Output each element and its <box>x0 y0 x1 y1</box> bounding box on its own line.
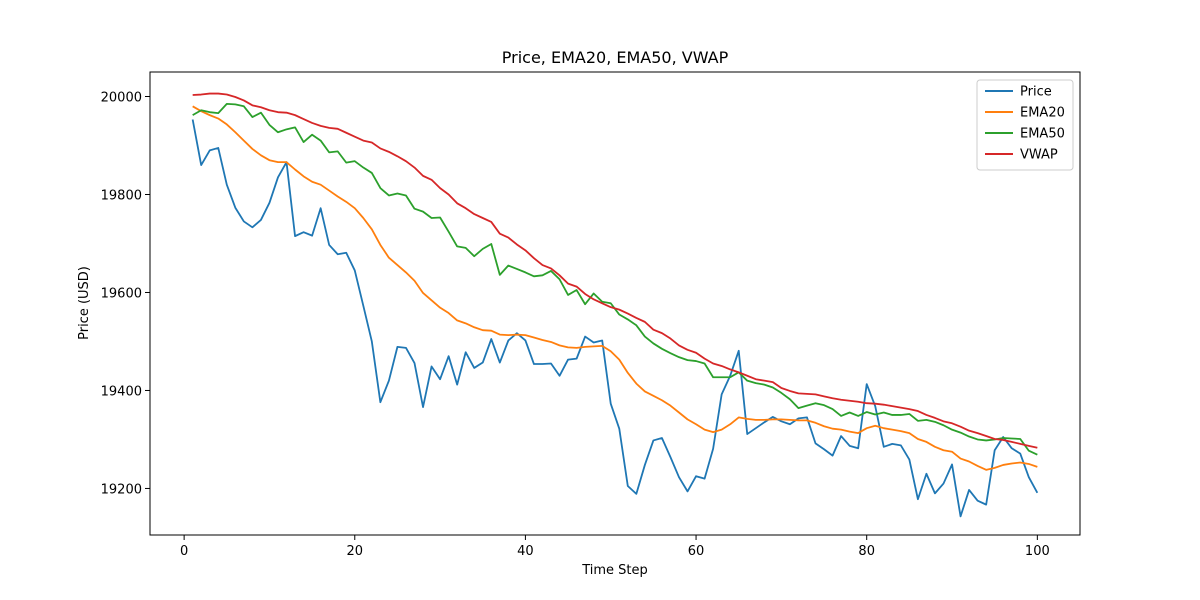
plot-frame <box>149 71 1081 536</box>
y-axis-label: Price (USD) <box>77 266 92 340</box>
x-tick-label: 0 <box>180 544 188 559</box>
y-tick-label: 19400 <box>101 384 142 399</box>
legend-box <box>976 79 1074 171</box>
y-tick-label: 19600 <box>101 286 142 301</box>
series-line-vwap <box>192 92 1038 449</box>
x-tick-label: 100 <box>1025 544 1050 559</box>
series-line-ema20 <box>192 105 1038 471</box>
y-tick-label: 19200 <box>101 482 142 497</box>
x-axis-label: Time Step <box>581 563 648 578</box>
y-tick-label: 20000 <box>101 90 142 105</box>
x-tick-label: 80 <box>858 544 875 559</box>
legend-label-vwap: VWAP <box>1020 148 1058 163</box>
plot-area <box>149 71 1081 536</box>
legend-label-ema50: EMA50 <box>1020 127 1065 142</box>
y-tick-label: 19800 <box>101 188 142 203</box>
legend: Price EMA20 EMA50 VWAP <box>976 79 1074 171</box>
x-tick-label: 60 <box>688 544 705 559</box>
legend-label-price: Price <box>1020 85 1052 100</box>
legend-label-ema20: EMA20 <box>1020 106 1065 121</box>
series-line-price <box>191 119 1039 518</box>
y-axis-ticks: 19200 19400 19600 19800 20000 <box>101 90 150 497</box>
x-axis-ticks: 0 20 40 60 80 100 <box>180 535 1050 559</box>
plot-background <box>150 72 1080 535</box>
x-tick-label: 20 <box>346 544 363 559</box>
x-tick-label: 40 <box>517 544 534 559</box>
chart-title: Price, EMA20, EMA50, VWAP <box>502 48 729 67</box>
series-layer <box>191 92 1039 518</box>
